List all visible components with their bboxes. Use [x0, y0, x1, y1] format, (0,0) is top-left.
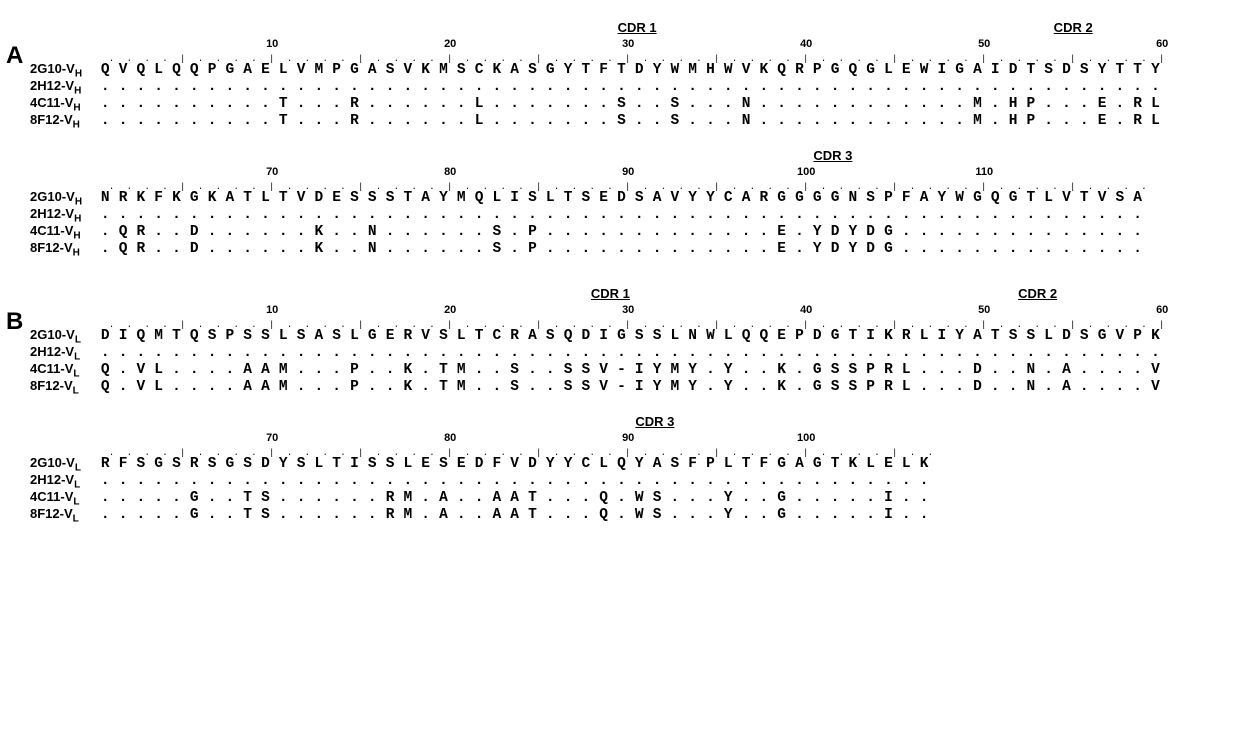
sequence-label: 4C11-VL [30, 361, 108, 380]
sequence-row: 8F12-VH.QR..D......K..N......S.P........… [30, 241, 1210, 258]
sequence-text: ........................................… [108, 207, 1210, 224]
sequence-label: 2H12-VH [30, 206, 108, 225]
scale-number: 30 [622, 304, 634, 316]
cdr-row: CDR 1 CDR 2 [112, 286, 1210, 304]
cdr-row: CDR 3 [112, 414, 1210, 432]
cdr-label: CDR 3 [635, 414, 674, 429]
scale-number: 40 [800, 304, 812, 316]
cdr-label: CDR 2 [1054, 20, 1093, 35]
scale-number: 60 [1156, 38, 1168, 50]
scale-number: 30 [622, 38, 634, 50]
scale-number: 10 [266, 304, 278, 316]
scale-number: 90 [622, 166, 634, 178]
sequence-row: 8F12-VLQ.VL....AAM...P..K.TM..S..SSV-IYM… [30, 379, 1210, 396]
cdr-label: CDR 3 [813, 148, 852, 163]
scale-number: 80 [444, 166, 456, 178]
scale-number: 70 [266, 166, 278, 178]
cdr-row: CDR 3 [112, 148, 1210, 166]
sequence-label: 2G10-VH [30, 189, 108, 208]
sequence-label: 2G10-VH [30, 61, 108, 80]
sequence-text: ........................................… [108, 79, 1210, 96]
alignment-panel: ACDR 1CDR 2102030405060....|....|....|..… [30, 20, 1210, 258]
sequence-text: NRKFKGKATLTVDESSSTAYMQLISLTSEDSAVYYCARGG… [108, 190, 1210, 207]
sequence-text: QVQLQQPGAELVMPGASVKMSCKASGYTFTDYWMHWVKQR… [108, 62, 1210, 79]
scale-number: 70 [266, 432, 278, 444]
sequence-text: Q.VL....AAM...P..K.TM..S..SSV-IYMY.Y..K.… [108, 379, 1210, 396]
alignment-block: BCDR 1CDR 2102030405060....|....|....|..… [30, 286, 1210, 396]
sequence-label: 2G10-VL [30, 327, 108, 346]
cdr-row: CDR 1 CDR 2 [112, 20, 1210, 38]
scale-number: 100 [797, 166, 815, 178]
sequence-row: 8F12-VL.....G..TS......RM.A..AAT...Q.WS.… [30, 507, 1210, 524]
sequence-row: 4C11-VH.QR..D......K..N......S.P........… [30, 224, 1210, 241]
scale-number: 40 [800, 38, 812, 50]
sequence-row: 4C11-VH..........T...R......L.......S..S… [30, 96, 1210, 113]
sequence-row: 2G10-VLRFSGSRSGSDYSLTISSLESEDFVDYYCLQYAS… [30, 456, 1210, 473]
sequence-label: 2G10-VL [30, 455, 108, 474]
sequence-label: 8F12-VH [30, 112, 108, 131]
sequence-row: 8F12-VH..........T...R......L.......S..S… [30, 113, 1210, 130]
sequence-row: 2H12-VL.................................… [30, 345, 1210, 362]
sequence-text: Q.VL....AAM...P..K.TM..S..SSV-IYMY.Y..K.… [108, 362, 1210, 379]
alignment-block: ACDR 1CDR 2102030405060....|....|....|..… [30, 20, 1210, 130]
scale-row: 102030405060....|....|....|....|....|...… [112, 304, 1210, 328]
scale-number: 110 [975, 166, 993, 178]
sequence-label: 2H12-VL [30, 472, 108, 491]
sequence-row: 4C11-VLQ.VL....AAM...P..K.TM..S..SSV-IYM… [30, 362, 1210, 379]
sequence-row: 2G10-VHQVQLQQPGAELVMPGASVKMSCKASGYTFTDYW… [30, 62, 1210, 79]
sequence-label: 4C11-VL [30, 489, 108, 508]
sequence-label: 8F12-VL [30, 506, 108, 525]
sequence-row: 2H12-VL.................................… [30, 473, 1210, 490]
cdr-label: CDR 2 [1018, 286, 1057, 301]
sequence-row: 2G10-VHNRKFKGKATLTVDESSSTAYMQLISLTSEDSAV… [30, 190, 1210, 207]
scale-row: 708090100110....|....|....|....|....|...… [112, 166, 1210, 190]
cdr-label: CDR 1 [618, 20, 657, 35]
panel-letter: B [6, 308, 23, 336]
scale-number: 60 [1156, 304, 1168, 316]
scale-row: 102030405060....|....|....|....|....|...… [112, 38, 1210, 62]
sequence-row: 2H12-VH.................................… [30, 207, 1210, 224]
scale-number: 50 [978, 38, 990, 50]
scale-number: 100 [797, 432, 815, 444]
sequence-text: RFSGSRSGSDYSLTISSLESEDFVDYYCLQYASFPLTFGA… [108, 456, 1210, 473]
sequence-text: .QR..D......K..N......S.P.............E.… [108, 241, 1210, 258]
sequence-label: 8F12-VH [30, 240, 108, 259]
sequence-text: ..........T...R......L.......S..S...N...… [108, 96, 1210, 113]
scale-number: 20 [444, 38, 456, 50]
sequence-row: 2G10-VLDIQMTQSPSSLSASLGERVSLTCRASQDIGSSL… [30, 328, 1210, 345]
cdr-label: CDR 1 [591, 286, 630, 301]
sequence-text: .....G..TS......RM.A..AAT...Q.WS...Y..G.… [108, 507, 1210, 524]
sequence-label: 2H12-VH [30, 78, 108, 97]
sequence-text: .....G..TS......RM.A..AAT...Q.WS...Y..G.… [108, 490, 1210, 507]
panel-letter: A [6, 42, 23, 70]
alignment-block: CDR 3708090100....|....|....|....|....|.… [30, 414, 1210, 524]
sequence-row: 2H12-VH.................................… [30, 79, 1210, 96]
sequence-text: ........................................… [108, 345, 1210, 362]
scale-number: 80 [444, 432, 456, 444]
sequence-label: 4C11-VH [30, 223, 108, 242]
sequence-text: .QR..D......K..N......S.P.............E.… [108, 224, 1210, 241]
sequence-text: ........................................… [108, 473, 1210, 490]
sequence-text: DIQMTQSPSSLSASLGERVSLTCRASQDIGSSLNWLQQEP… [108, 328, 1210, 345]
alignment-panel: BCDR 1CDR 2102030405060....|....|....|..… [30, 286, 1210, 524]
sequence-label: 4C11-VH [30, 95, 108, 114]
sequence-label: 8F12-VL [30, 378, 108, 397]
scale-number: 10 [266, 38, 278, 50]
sequence-row: 4C11-VL.....G..TS......RM.A..AAT...Q.WS.… [30, 490, 1210, 507]
scale-number: 90 [622, 432, 634, 444]
sequence-text: ..........T...R......L.......S..S...N...… [108, 113, 1210, 130]
scale-number: 20 [444, 304, 456, 316]
alignment-block: CDR 3708090100110....|....|....|....|...… [30, 148, 1210, 258]
sequence-label: 2H12-VL [30, 344, 108, 363]
scale-number: 50 [978, 304, 990, 316]
scale-row: 708090100....|....|....|....|....|....|.… [112, 432, 1210, 456]
